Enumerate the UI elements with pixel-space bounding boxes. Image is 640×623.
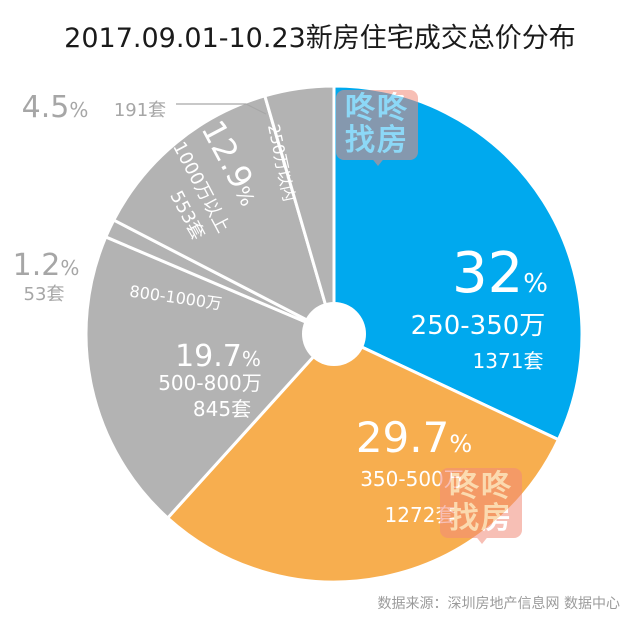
label-percent-3: 1.2% [13,248,80,283]
pie-slice-2 [84,234,337,521]
pie-center-hole [302,302,366,366]
label-count-5: 191套 [114,100,166,121]
label-count-0: 1371套 [473,349,544,373]
leader-line-5 [176,103,267,115]
watermark-logo-top: 咚咚 找房 [336,90,418,168]
pie-slice-5 [262,84,336,335]
label-percent-0: 32% [452,241,548,306]
pie-slice-4 [111,93,337,337]
label-count-3: 53套 [24,284,65,305]
label-category-2: 500-800万 [158,371,262,395]
data-source-note: 数据来源：深圳房地产信息网 数据中心 [377,596,620,612]
chart-title: 2017.09.01-10.23新房住宅成交总价分布 [64,23,576,54]
label-percent-1: 29.7% [356,413,472,462]
label-percent-2: 19.7% [175,339,261,374]
watermark-logo-bottom: 咚咚 找房 [440,468,522,546]
label-count-2: 845套 [193,397,251,421]
label-percent-5: 4.5% [22,90,89,125]
label-category-0: 250-350万 [411,311,546,341]
